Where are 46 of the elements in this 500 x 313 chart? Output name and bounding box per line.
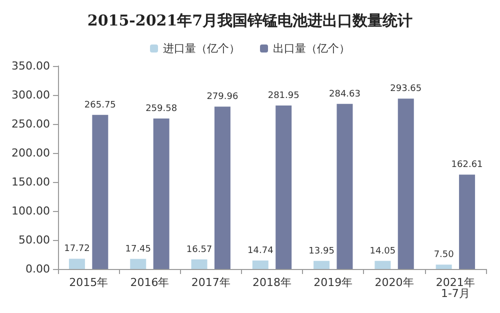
x-tick-label: 2016年 bbox=[130, 276, 170, 289]
bar bbox=[436, 264, 452, 269]
bar bbox=[314, 260, 330, 269]
bar bbox=[191, 259, 208, 269]
data-label: 279.96 bbox=[206, 92, 238, 102]
bar bbox=[459, 174, 476, 269]
data-label: 14.05 bbox=[370, 246, 396, 256]
y-tick-label: 200.00 bbox=[12, 146, 50, 160]
x-tick-label: 2017年 bbox=[191, 276, 230, 289]
bar bbox=[398, 98, 414, 269]
bar bbox=[153, 118, 170, 269]
data-label: 281.95 bbox=[268, 90, 300, 101]
data-label: 13.95 bbox=[308, 246, 334, 256]
x-tick-label: 2019年 bbox=[314, 276, 353, 289]
y-tick-label: 50.00 bbox=[18, 234, 50, 246]
y-tick-label: 350.00 bbox=[12, 60, 50, 72]
y-tick-label: 150.00 bbox=[12, 176, 50, 188]
y-tick-label: 300.00 bbox=[12, 88, 50, 102]
chart-title: 2015-2021年7月我国锌锰电池进出口数量统计 bbox=[87, 12, 413, 30]
bar bbox=[252, 260, 268, 269]
data-label: 14.74 bbox=[248, 246, 274, 256]
y-tick-label: 250.00 bbox=[12, 118, 50, 130]
data-label: 7.50 bbox=[434, 250, 454, 260]
data-label: 16.57 bbox=[186, 244, 212, 255]
y-tick-label: 0.00 bbox=[26, 262, 50, 276]
data-label: 284.63 bbox=[328, 89, 360, 100]
data-label: 259.58 bbox=[146, 104, 178, 114]
bar bbox=[92, 114, 108, 269]
y-tick-label: 100.00 bbox=[12, 204, 50, 218]
bar bbox=[374, 260, 391, 269]
bar bbox=[68, 258, 85, 269]
data-label: 265.75 bbox=[84, 100, 116, 110]
bar bbox=[130, 258, 146, 269]
bar bbox=[336, 104, 353, 269]
data-label: 293.65 bbox=[390, 84, 422, 94]
x-tick-label: 2020年 bbox=[374, 276, 414, 289]
legend-label: 出口量（亿个） bbox=[273, 42, 350, 55]
x-tick-label: 2015年 bbox=[69, 276, 108, 289]
data-label: 162.61 bbox=[451, 160, 483, 170]
bar bbox=[214, 106, 230, 269]
data-label: 17.72 bbox=[64, 244, 90, 254]
bar bbox=[276, 105, 292, 269]
data-label: 17.45 bbox=[125, 244, 151, 254]
legend-label: 进口量（亿个） bbox=[163, 42, 240, 55]
x-tick-label: 2018年 bbox=[252, 276, 292, 289]
x-tick-label: 2021年 1-7月 bbox=[436, 276, 475, 300]
